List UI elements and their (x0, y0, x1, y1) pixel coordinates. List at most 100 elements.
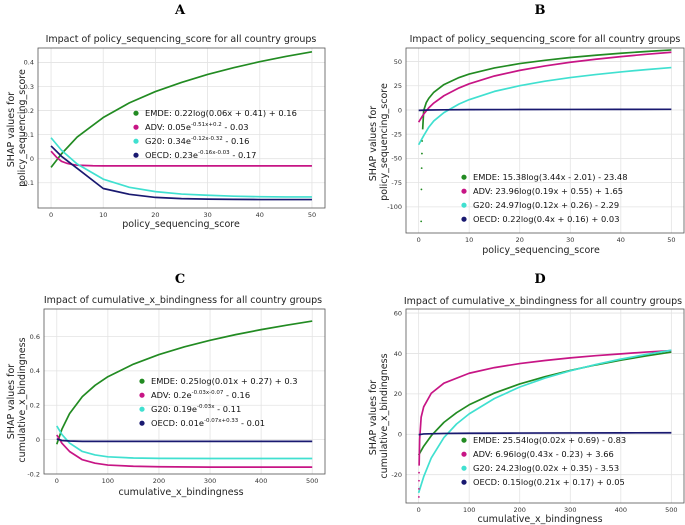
scatter-point (420, 188, 423, 191)
x-tick-label: 30 (203, 211, 211, 219)
x-tick-label: 100 (463, 506, 475, 514)
legend-label: OECD: 0.01e-0.07x+0.33 - 0.01 (151, 418, 265, 428)
x-axis-label: cumulative_x_bindingness (477, 514, 602, 525)
panel-a: A Impact of policy_sequencing_score for … (6, 3, 326, 230)
panel-b: B Impact of policy_sequencing_score for … (368, 3, 685, 256)
legend-label: G20: 24.23log(0.02x + 0.35) - 3.53 (473, 463, 619, 473)
x-axis-label: cumulative_x_bindingness (118, 487, 243, 498)
legend-marker (139, 378, 145, 384)
x-tick-label: 0 (49, 211, 53, 219)
x-tick-label: 400 (615, 506, 627, 514)
legend-label: EMDE: 0.25log(0.01x + 0.27) + 0.3 (151, 376, 298, 386)
series-line-emde (55, 320, 313, 445)
plot-area (38, 48, 325, 208)
x-tick-label: 0 (55, 477, 59, 485)
legend-label: EMDE: 0.22log(0.06x + 0.41) + 0.16 (145, 108, 297, 118)
x-tick-label: 200 (153, 477, 165, 485)
legend-label: OECD: 0.23e-0.16x-0.03 - 0.17 (145, 150, 256, 160)
y-tick-label: -75 (391, 179, 402, 187)
y-tick-label: 0.2 (30, 402, 40, 410)
y-axis-label: SHAP values for cumulative_x_bindingness (6, 337, 28, 462)
panel-d: D Impact of cumulative_x_bindingness for… (368, 272, 685, 525)
x-tick-label: 300 (564, 506, 576, 514)
chart-title: Impact of cumulative_x_bindingness for a… (44, 295, 322, 306)
series-line-adv (417, 51, 672, 123)
panel-c: C Impact of cumulative_x_bindingness for… (6, 272, 326, 498)
scatter-point (417, 496, 420, 498)
y-tick-label: 0.6 (30, 333, 40, 341)
legend-marker (133, 124, 139, 130)
y-tick-label: 20 (394, 390, 402, 398)
series-line-g20 (417, 66, 672, 146)
x-tick-label: 50 (667, 236, 675, 244)
y-axis-label-line-2: cumulative_x_bindingness (379, 353, 390, 478)
scatter-point (420, 167, 423, 170)
panel-letter: A (174, 3, 186, 18)
legend-label: OECD: 0.22log(0.4x + 0.16) + 0.03 (473, 214, 620, 224)
legend-marker (133, 138, 139, 144)
legend-label: ADV: 23.96log(0.19x + 0.55) + 1.65 (473, 186, 623, 196)
legend-label: EMDE: 15.38log(3.44x - 2.01) - 23.48 (473, 172, 628, 182)
legend-marker (461, 479, 467, 485)
x-tick-label: 10 (465, 236, 473, 244)
y-tick-label: 25 (394, 82, 402, 90)
y-tick-label: -50 (391, 155, 402, 163)
legend-label: EMDE: 25.54log(0.02x + 0.69) - 0.83 (473, 435, 626, 445)
panel-letter: D (534, 272, 545, 287)
y-tick-label: -20 (391, 471, 402, 479)
series-line-emde (50, 51, 313, 168)
plot-area (406, 309, 684, 503)
scatter-point (421, 140, 424, 142)
y-axis-label: SHAP values for policy_sequencing_score (6, 69, 28, 187)
x-tick-label: 20 (516, 236, 524, 244)
legend-marker (461, 451, 467, 457)
legend-marker (139, 406, 145, 412)
chart-title: Impact of cumulative_x_bindingness for a… (404, 296, 682, 307)
x-tick-label: 20 (151, 211, 159, 219)
x-tick-label: 30 (566, 236, 574, 244)
chart-title: Impact of policy_sequencing_score for al… (46, 34, 317, 45)
y-tick-label: 0 (398, 106, 402, 114)
scatter-point (418, 487, 420, 490)
x-tick-label: 300 (204, 477, 216, 485)
series-line-oecd (418, 431, 672, 436)
scatter-point (418, 471, 420, 474)
legend-label: ADV: 0.05e-0.51x+0.2 - 0.03 (145, 122, 249, 132)
y-tick-label: 0.2 (24, 107, 34, 115)
legend-marker (139, 392, 145, 398)
y-tick-label: -0.1 (21, 179, 34, 187)
legend-label: G20: 24.97log(0.12x + 0.26) - 2.29 (473, 200, 619, 210)
y-tick-label: -0.2 (27, 470, 40, 478)
series-line-adv (50, 150, 312, 167)
x-tick-label: 500 (306, 477, 318, 485)
legend-label: ADV: 0.2e-0.03x-0.07 - 0.16 (151, 390, 250, 400)
series-line-oecd (56, 438, 313, 443)
x-tick-label: 100 (102, 477, 114, 485)
y-axis-label-line-2: policy_sequencing_score (17, 69, 28, 187)
x-axis-label: policy_sequencing_score (122, 219, 240, 230)
x-tick-label: 0 (417, 236, 421, 244)
y-axis-label-line-1: SHAP values for (6, 92, 17, 167)
legend-marker (461, 174, 467, 180)
y-tick-label: 60 (394, 309, 402, 317)
x-tick-label: 500 (665, 506, 677, 514)
y-tick-label: 0.4 (30, 367, 40, 375)
legend-label: ADV: 6.96log(0.43x - 0.23) + 3.66 (473, 449, 614, 459)
panel-letter: B (535, 3, 546, 18)
y-tick-label: 50 (394, 58, 402, 66)
x-tick-label: 0 (417, 506, 421, 514)
y-axis-label-line-1: SHAP values for (6, 364, 17, 439)
legend-marker (461, 202, 467, 208)
plot-frame (43, 308, 326, 475)
y-axis-label: SHAP values for policy_sequencing_score (368, 83, 390, 201)
series-line-adv (56, 434, 313, 468)
scatter-point (421, 152, 423, 155)
y-tick-label: 0.3 (24, 83, 34, 91)
plot-frame (405, 47, 685, 234)
legend-marker (133, 110, 139, 116)
x-tick-label: 200 (514, 506, 526, 514)
x-tick-label: 400 (255, 477, 267, 485)
scatter-point (418, 479, 420, 482)
x-axis-label: policy_sequencing_score (482, 245, 600, 256)
y-tick-label: 40 (394, 350, 402, 358)
